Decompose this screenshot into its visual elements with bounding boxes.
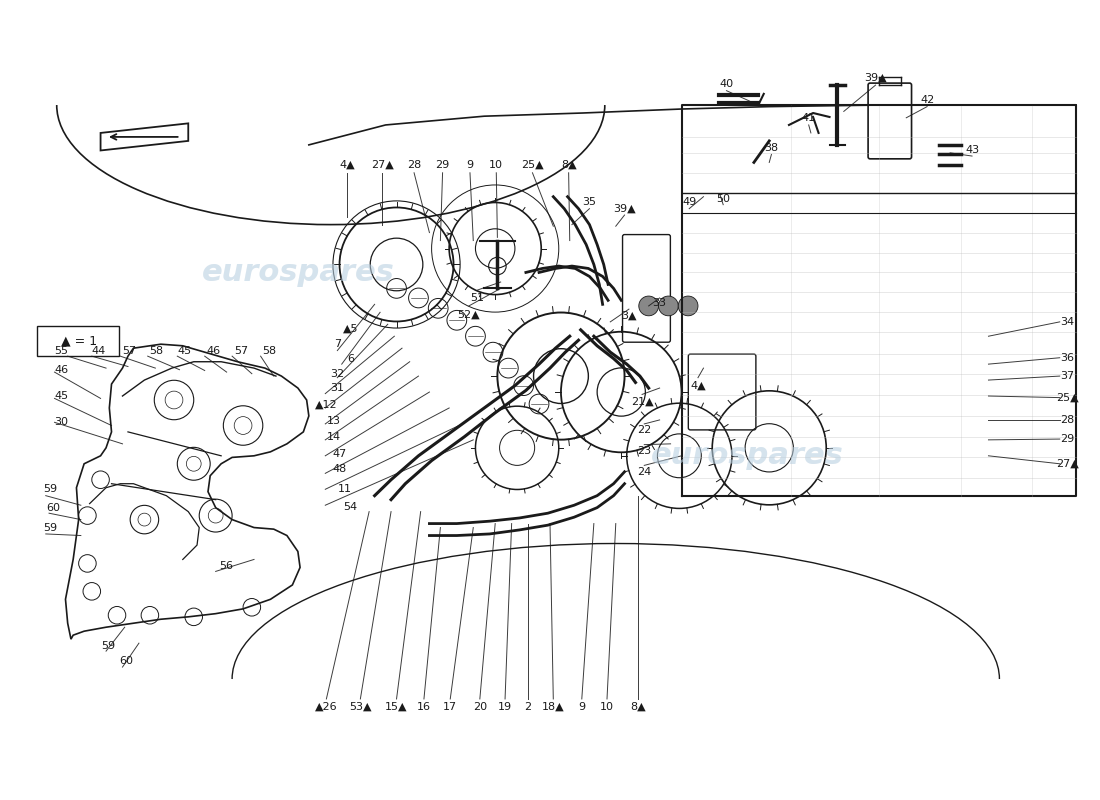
- Text: 23: 23: [637, 446, 651, 456]
- Text: ▲26: ▲26: [315, 702, 338, 712]
- Text: 8▲: 8▲: [630, 702, 646, 712]
- Text: 43: 43: [965, 145, 979, 154]
- Text: 47: 47: [332, 450, 346, 459]
- Bar: [37, 326, 119, 356]
- Text: eurospares: eurospares: [651, 442, 844, 470]
- Text: eurospares: eurospares: [651, 442, 844, 470]
- Text: 27▲: 27▲: [1056, 458, 1079, 469]
- Text: 28: 28: [1060, 415, 1075, 425]
- Text: ▲12: ▲12: [315, 400, 338, 410]
- Text: 30: 30: [54, 418, 68, 427]
- Text: 58: 58: [262, 346, 276, 355]
- Text: 57: 57: [122, 346, 136, 355]
- Text: 7: 7: [333, 339, 341, 349]
- Text: 9: 9: [579, 702, 585, 712]
- Text: 40: 40: [719, 78, 734, 89]
- Text: 4▲: 4▲: [690, 381, 706, 390]
- Text: 38: 38: [764, 143, 779, 153]
- Text: 55: 55: [54, 346, 68, 355]
- Text: eurospares: eurospares: [201, 258, 394, 287]
- Text: 48: 48: [332, 463, 346, 474]
- Text: 60: 60: [46, 502, 60, 513]
- Text: 6: 6: [346, 354, 354, 363]
- Circle shape: [639, 296, 659, 316]
- Text: 8▲: 8▲: [561, 160, 576, 170]
- Text: 34: 34: [1060, 317, 1075, 327]
- Text: 32: 32: [330, 369, 344, 378]
- Text: 58: 58: [150, 346, 164, 355]
- Text: 28: 28: [407, 160, 421, 170]
- Text: 15▲: 15▲: [385, 702, 408, 712]
- Text: 11: 11: [338, 484, 352, 494]
- Text: 46: 46: [54, 365, 68, 374]
- Text: eurospares: eurospares: [201, 258, 394, 287]
- Text: 54: 54: [343, 502, 358, 512]
- Text: 45: 45: [54, 391, 68, 401]
- Text: 13: 13: [327, 416, 341, 426]
- Text: 49: 49: [682, 198, 696, 207]
- Text: 53▲: 53▲: [349, 702, 372, 712]
- Text: 9: 9: [466, 160, 473, 170]
- Text: 20: 20: [473, 702, 487, 712]
- Text: 59: 59: [43, 484, 57, 494]
- Text: 21▲: 21▲: [630, 397, 653, 406]
- Text: 52▲: 52▲: [458, 310, 481, 320]
- Text: 46: 46: [207, 346, 220, 355]
- Text: 57: 57: [234, 346, 248, 355]
- Text: 44: 44: [91, 346, 106, 355]
- Circle shape: [659, 296, 679, 316]
- Text: 19: 19: [498, 702, 513, 712]
- Text: 45: 45: [178, 346, 192, 355]
- Text: 27▲: 27▲: [371, 160, 394, 170]
- Text: 50: 50: [716, 194, 730, 204]
- Text: 59: 59: [101, 641, 116, 650]
- Text: 25▲: 25▲: [1056, 393, 1079, 402]
- Text: 22: 22: [637, 426, 651, 435]
- Text: 35: 35: [583, 198, 596, 207]
- Text: 18▲: 18▲: [542, 702, 564, 712]
- Text: 31: 31: [330, 383, 344, 393]
- Text: 41: 41: [802, 113, 816, 122]
- Text: 2: 2: [525, 702, 531, 712]
- Text: 25▲: 25▲: [521, 160, 543, 170]
- Circle shape: [679, 296, 699, 316]
- Text: 29: 29: [436, 160, 450, 170]
- Text: 10: 10: [490, 160, 504, 170]
- Text: 29: 29: [1060, 434, 1075, 444]
- Text: 4▲: 4▲: [340, 160, 355, 170]
- Text: 33: 33: [652, 298, 667, 308]
- Text: 59: 59: [43, 522, 57, 533]
- Text: 39▲: 39▲: [613, 204, 636, 214]
- Text: 10: 10: [600, 702, 614, 712]
- Text: 60: 60: [119, 657, 133, 666]
- Text: 42: 42: [920, 95, 934, 106]
- Text: 24: 24: [637, 466, 651, 477]
- Text: ▲5: ▲5: [343, 323, 359, 334]
- Text: 16: 16: [417, 702, 431, 712]
- Text: ▲ = 1: ▲ = 1: [60, 334, 97, 347]
- Text: 36: 36: [1060, 353, 1075, 362]
- Text: 56: 56: [220, 561, 233, 571]
- Text: 39▲: 39▲: [865, 73, 887, 83]
- Text: 3▲: 3▲: [621, 310, 637, 321]
- Text: 14: 14: [327, 433, 341, 442]
- Text: 51: 51: [471, 293, 485, 303]
- Text: 17: 17: [443, 702, 458, 712]
- Text: 37: 37: [1060, 371, 1075, 381]
